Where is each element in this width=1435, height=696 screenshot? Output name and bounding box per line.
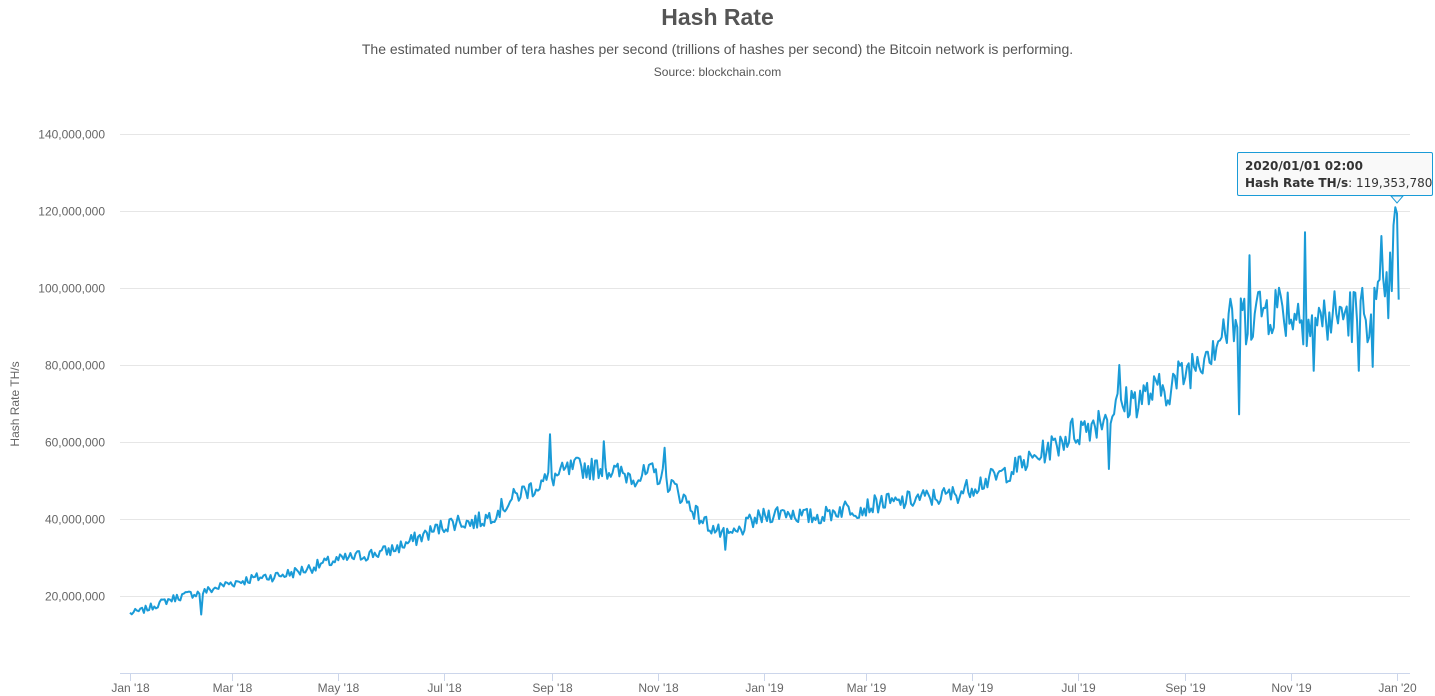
series-line-hash-rate (129, 206, 1400, 616)
tooltip-series-label: Hash Rate TH/s (1245, 176, 1349, 190)
x-tick-label: May '19 (952, 681, 994, 695)
series-layer[interactable] (129, 206, 1400, 616)
x-tick-label: Jul '19 (1061, 681, 1096, 695)
x-tick-label: Jul '18 (427, 681, 462, 695)
x-axis: Jan '18 Mar '18 May '18 Jul '18 Sep '18 Nov '… (111, 673, 1417, 695)
y-tick-label: 60,000,000 (45, 436, 105, 450)
grid-lines (120, 134, 1410, 597)
chart-source: Source: blockchain.com (653, 65, 782, 79)
x-tick-label: Jan '18 (111, 681, 150, 695)
chart-title: Hash Rate (661, 4, 774, 30)
y-tick-label: 80,000,000 (45, 359, 105, 373)
tooltip-date: 2020/01/01 02:00 (1245, 159, 1363, 173)
x-tick-label: Mar '18 (213, 681, 253, 695)
y-axis-label: Hash Rate TH/s (8, 361, 22, 446)
y-tick-label: 100,000,000 (38, 282, 105, 296)
y-axis: 20,000,000 40,000,000 60,000,000 80,000,000… (38, 128, 105, 604)
x-tick-label: Nov '18 (638, 681, 679, 695)
x-tick-label: Sep '18 (532, 681, 573, 695)
marker-layer (1389, 195, 1405, 204)
x-tick-label: Jan '20 (1378, 681, 1417, 695)
chart-subtitle: The estimated number of tera hashes per … (361, 41, 1074, 57)
tooltip: 2020/01/01 02:00 Hash Rate TH/s: 119,353… (1237, 152, 1433, 196)
y-tick-label: 140,000,000 (38, 128, 105, 142)
x-tick-label: Sep '19 (1165, 681, 1206, 695)
x-tick-label: Jan '19 (745, 681, 784, 695)
y-tick-label: 40,000,000 (45, 513, 105, 527)
tooltip-pointer (1389, 195, 1405, 204)
tooltip-value: 119,353,780 (1356, 176, 1433, 190)
y-tick-label: 20,000,000 (45, 590, 105, 604)
x-tick-label: Mar '19 (847, 681, 887, 695)
y-tick-label: 120,000,000 (38, 205, 105, 219)
tooltip-row: Hash Rate TH/s: 119,353,780 (1245, 176, 1433, 190)
x-tick-label: Nov '19 (1271, 681, 1312, 695)
x-tick-label: May '18 (318, 681, 360, 695)
